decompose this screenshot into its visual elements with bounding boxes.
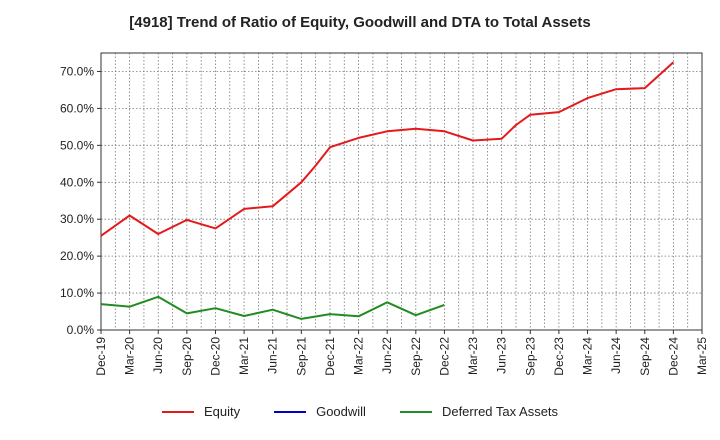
legend-item-equity: Equity [161,404,241,419]
y-tick-label: 50.0% [60,138,94,152]
x-tick-label: Jun-24 [609,337,623,374]
y-tick-label: 0.0% [67,323,95,337]
legend-label-equity: Equity [203,404,241,419]
legend: Equity Goodwill Deferred Tax Assets [0,404,720,419]
y-tick-label: 60.0% [60,101,94,115]
x-tick-label: Dec-21 [323,337,337,376]
legend-item-goodwill: Goodwill [274,404,366,419]
x-tick-label: Sep-24 [638,337,652,376]
series-line-equity [100,61,675,237]
x-tick-label: Mar-22 [352,337,366,375]
x-axis: Dec-19 Mar-20 Jun-20 Sep-20 Dec-20 Mar-21 Jun-… [94,330,709,376]
y-tick-label: 10.0% [60,286,94,300]
x-tick-label: Mar-20 [123,337,137,375]
x-tick-label: Sep-23 [523,337,537,376]
y-axis: 0.0% 10.0% 20.0% 30.0% 40.0% 50.0% 60.0% 70.0% [60,64,101,337]
x-tick-label: Mar-24 [581,337,595,375]
y-tick-label: 30.0% [60,212,94,226]
x-tick-label: Jun-22 [380,337,394,374]
x-tick-label: Dec-22 [437,337,451,376]
legend-swatch-equity [161,410,194,413]
x-tick-label: Mar-21 [237,337,251,375]
plot-area [100,52,703,331]
y-tick-label: 40.0% [60,175,94,189]
series-line-deferred-tax-assets [100,295,445,320]
legend-label-dta: Deferred Tax Assets [441,404,559,419]
y-tick-label: 70.0% [60,64,94,78]
x-tick-label: Jun-20 [151,337,165,374]
legend-label-goodwill: Goodwill [316,404,366,419]
legend-swatch-goodwill [274,410,307,413]
x-tick-label: Dec-24 [666,337,680,376]
gridlines [101,53,702,330]
x-tick-label: Mar-25 [695,337,709,375]
chart-title: [4918] Trend of Ratio of Equity, Goodwil… [129,14,591,31]
x-tick-label: Mar-23 [466,337,480,375]
x-tick-label: Dec-20 [208,337,222,376]
x-tick-label: Jun-21 [266,337,280,374]
x-tick-label: Jun-23 [495,337,509,374]
x-tick-label: Sep-22 [409,337,423,376]
x-tick-label: Sep-21 [294,337,308,376]
x-tick-label: Dec-19 [94,337,108,376]
y-tick-label: 20.0% [60,249,94,263]
series-lines [100,61,675,320]
legend-item-dta: Deferred Tax Assets [399,404,559,419]
x-tick-label: Dec-23 [552,337,566,376]
x-tick-label: Sep-20 [180,337,194,376]
legend-swatch-dta [399,410,432,413]
